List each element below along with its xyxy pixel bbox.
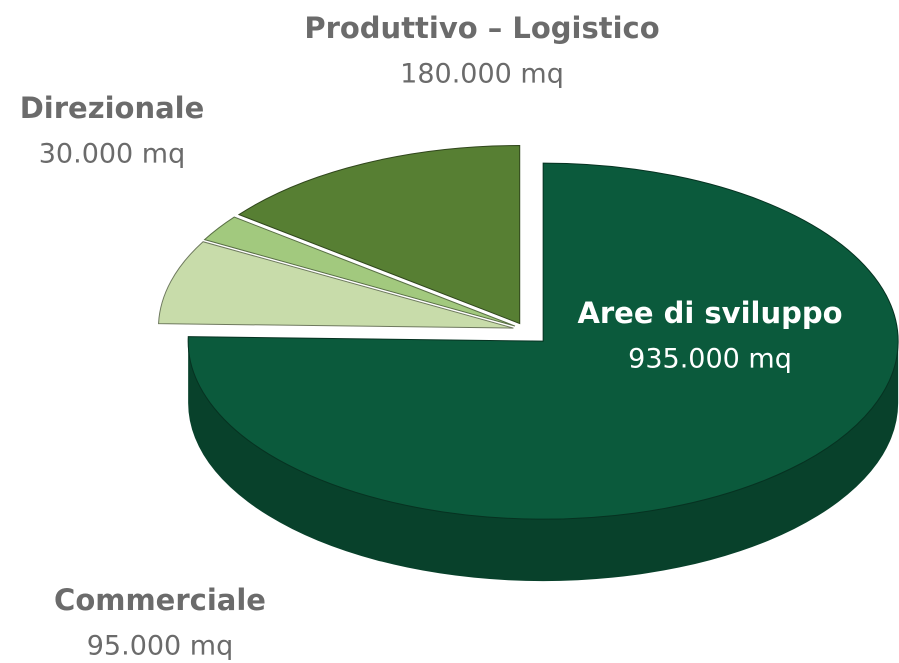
slice-value: 95.000 mq [87, 631, 234, 662]
slice [237, 145, 521, 325]
slice-value: 180.000 mq [400, 59, 564, 90]
slice [187, 162, 899, 520]
slice-label: Produttivo – Logistico [304, 11, 659, 45]
slice-value: 935.000 mq [628, 344, 792, 375]
slice [158, 241, 514, 329]
slice-label: Direzionale [20, 91, 205, 125]
slice-side [188, 341, 899, 582]
slice-value: 30.000 mq [39, 139, 186, 170]
slice-label: Commerciale [54, 583, 266, 617]
slice [203, 216, 516, 327]
slice-label: Aree di sviluppo [577, 296, 842, 330]
